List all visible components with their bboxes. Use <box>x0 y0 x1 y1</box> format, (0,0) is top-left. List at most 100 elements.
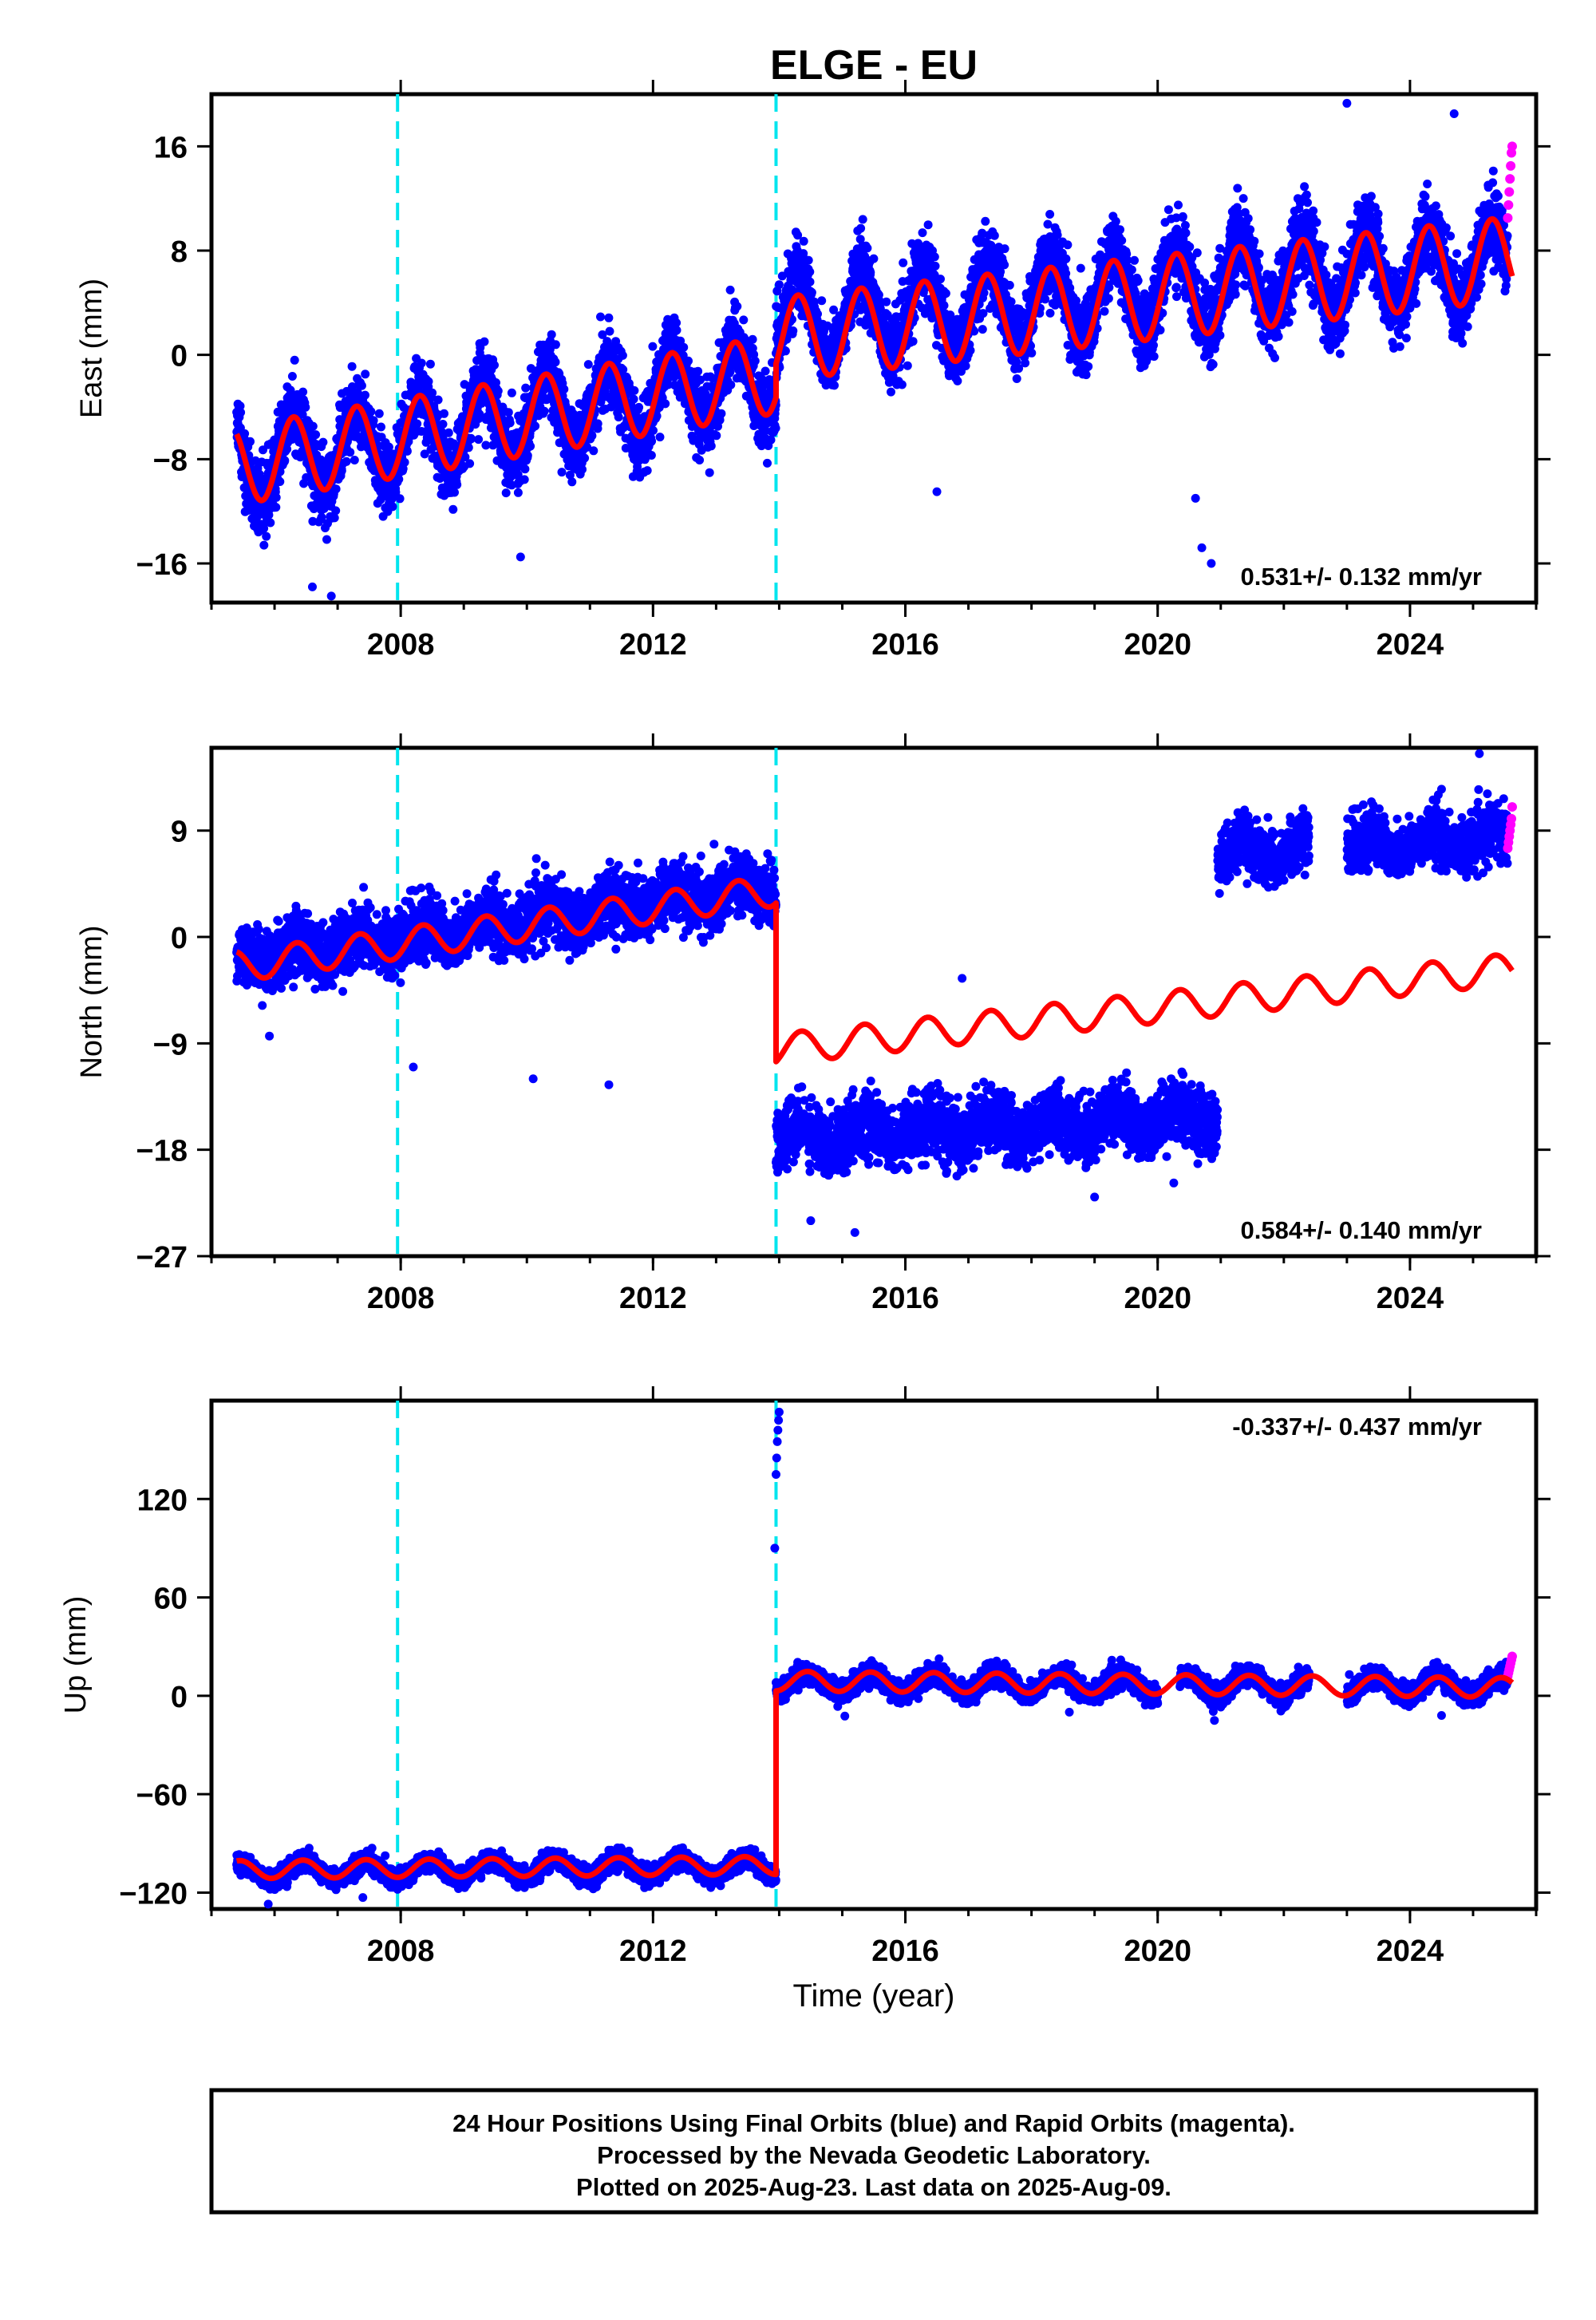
east-data-point <box>887 388 895 397</box>
east-final-points <box>232 99 1512 600</box>
east-data-point <box>656 433 665 441</box>
east-data-point <box>426 360 435 369</box>
east-data-point <box>1063 240 1072 249</box>
east-data-point <box>506 418 515 427</box>
east-data-point <box>514 488 523 497</box>
east-data-point <box>375 409 384 418</box>
east-data-point <box>547 330 556 339</box>
east-data-point <box>311 430 320 439</box>
east-y-tick-label: 8 <box>171 235 188 269</box>
east-data-point <box>584 360 593 369</box>
east-data-point <box>288 372 297 381</box>
east-data-point <box>942 289 950 298</box>
east-data-point <box>309 422 318 431</box>
east-data-point <box>990 231 999 240</box>
chart-title: ELGE - EU <box>770 42 978 89</box>
east-data-point <box>1041 294 1049 303</box>
east-data-point <box>301 403 310 412</box>
east-data-point <box>558 468 567 476</box>
east-data-point <box>1084 362 1092 371</box>
east-data-point <box>924 220 933 229</box>
east-data-point <box>377 423 385 432</box>
east-data-point <box>567 477 576 486</box>
east-data-point <box>856 224 865 233</box>
east-data-point <box>559 385 568 393</box>
east-data-point <box>508 389 516 397</box>
east-data-point <box>767 436 776 445</box>
east-data-point <box>673 326 681 334</box>
east-data-point <box>361 391 369 400</box>
east-data-point <box>338 466 346 475</box>
east-x-tick-label: 2020 <box>1124 628 1191 662</box>
east-data-point <box>733 302 741 310</box>
east-data-point <box>275 477 284 486</box>
east-data-point <box>1013 374 1021 383</box>
east-y-tick-label: −8 <box>153 444 188 477</box>
east-data-point <box>981 217 990 226</box>
east-data-point <box>830 381 839 389</box>
east-data-point <box>684 357 693 366</box>
east-data-point <box>366 407 375 416</box>
east-data-point <box>705 468 714 477</box>
east-data-point <box>290 356 299 365</box>
east-y-tick-label: 0 <box>171 340 188 373</box>
east-data-point <box>788 326 797 335</box>
east-data-point <box>540 407 549 416</box>
east-data-point <box>401 458 409 467</box>
east-data-point <box>246 437 255 446</box>
east-data-point <box>502 488 511 497</box>
east-data-point <box>930 252 939 261</box>
east-data-point <box>348 362 357 371</box>
east-data-point <box>361 370 369 378</box>
east-data-point <box>480 338 489 346</box>
east-data-point <box>749 335 757 344</box>
east-data-point <box>763 459 772 468</box>
east-data-point <box>271 503 280 512</box>
east-y-tick-label: 16 <box>154 131 188 164</box>
east-data-point <box>464 443 473 452</box>
east-data-point <box>726 286 735 294</box>
east-data-point <box>775 280 784 289</box>
east-data-point <box>259 541 268 550</box>
east-data-point <box>712 431 721 440</box>
east-data-point <box>318 438 327 447</box>
east-data-point <box>465 459 474 468</box>
east-data-point <box>953 377 962 385</box>
east-data-point <box>396 494 405 503</box>
east-data-point <box>966 346 975 355</box>
east-data-point <box>272 493 281 502</box>
east-data-point <box>761 367 770 376</box>
east-data-point <box>322 536 331 544</box>
east-data-point <box>1061 255 1070 263</box>
east-data-point <box>1021 358 1029 367</box>
east-data-point <box>717 409 725 418</box>
east-data-point <box>898 381 907 389</box>
east-data-point <box>695 456 704 464</box>
east-data-point <box>909 337 918 346</box>
east-data-point <box>661 399 670 408</box>
east-data-point <box>940 301 949 310</box>
east-y-tick-label: −16 <box>136 548 188 582</box>
east-data-point <box>808 288 816 297</box>
east-data-point <box>523 451 532 460</box>
east-data-point <box>531 421 539 430</box>
east-data-point <box>417 359 426 368</box>
east-data-point <box>614 413 623 421</box>
east-data-point <box>494 386 503 395</box>
east-x-tick-label: 2008 <box>367 628 435 662</box>
east-data-point <box>520 475 529 484</box>
east-data-point <box>643 466 652 475</box>
east-data-point <box>425 377 433 386</box>
east-data-point <box>707 441 716 450</box>
east-data-point <box>978 325 987 334</box>
east-data-point <box>1027 349 1036 358</box>
east-data-point <box>899 259 907 267</box>
east-data-point <box>630 386 638 395</box>
east-data-point <box>882 298 891 306</box>
east-data-point <box>521 384 530 393</box>
east-data-point <box>389 502 397 511</box>
east-data-point <box>262 532 271 541</box>
east-data-point <box>240 429 249 438</box>
